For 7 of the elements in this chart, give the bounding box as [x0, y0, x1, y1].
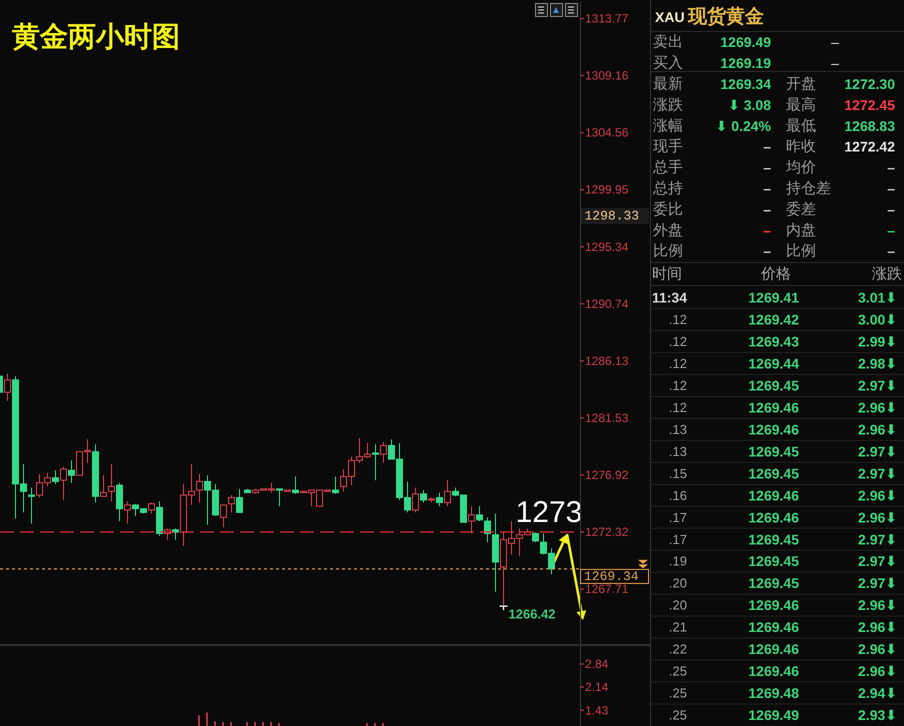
ref-line-label: 1269.34 [584, 568, 639, 584]
subtitle: XAU [655, 9, 685, 25]
annotation: 1298.33 [581, 208, 649, 224]
annotation: 1266.42 [508, 606, 556, 622]
title: 黄金两小时图 [12, 21, 180, 52]
title: 现货黄金 [688, 6, 764, 28]
annotation: 1273 [516, 496, 582, 529]
